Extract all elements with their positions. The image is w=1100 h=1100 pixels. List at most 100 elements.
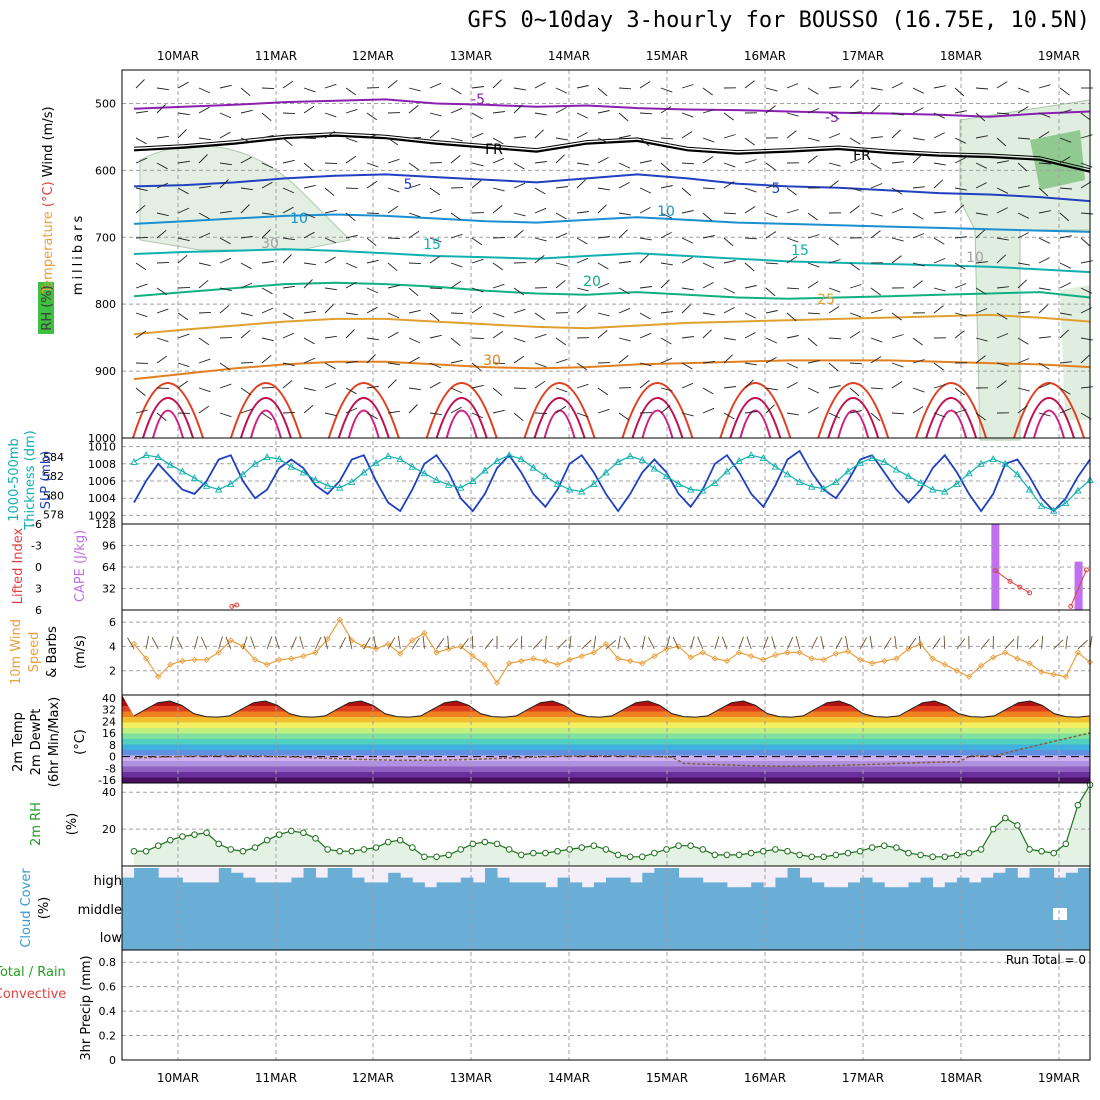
rh-point [626,853,634,861]
wind-barb [429,208,442,214]
wind-label-4: (m/s) [73,635,88,669]
wind-barb [219,412,232,418]
date-label-top: 19MAR [1038,49,1080,63]
wind-barb [324,304,334,314]
wind-barb [870,412,881,422]
date-label-top: 11MAR [255,49,297,63]
wind-barb [933,112,945,119]
high-cloud-bar [956,877,970,892]
wind-barb [366,237,377,247]
rh-point [251,844,259,851]
wind-barb [765,212,778,218]
surface-wind-barb [980,638,990,650]
wind-speed-point [953,667,961,674]
wind-barb [702,187,716,190]
wind-barb [345,312,358,316]
rh-point [1026,846,1033,853]
wind-barb [513,308,526,314]
high-cloud-bar [920,877,934,892]
wind-barb [807,337,818,347]
high-cloud-bar [291,877,304,892]
cloud-label: Cloud Cover [19,868,34,948]
surface-contour [1013,382,1085,439]
surface-contour [827,397,880,439]
thickness-point [892,465,901,473]
wind-barb [261,87,275,90]
high-cloud-bar [497,877,510,892]
wind-speed-point [941,661,948,668]
surface-wind-barb [387,637,396,650]
wind-barb [576,211,589,214]
thickness-point [553,479,562,487]
wind-barb [849,312,862,318]
wind-barb [324,382,337,389]
wind-barb [408,230,420,239]
thickness-point [263,453,271,461]
wind-barb [1059,361,1072,364]
thickness-point [711,478,719,486]
thickness-point [190,474,199,482]
wind-barb [870,104,881,114]
high-cloud-bar [642,872,655,892]
temp-label-1: 2m Temp [11,712,26,772]
pressure-tick: 500 [95,97,116,110]
wind-barb [429,255,441,264]
wind-barb [933,384,946,389]
wind-barb [324,187,335,197]
wind-barb [702,387,714,395]
thickness-tick: 578 [43,508,64,521]
rh-point [203,829,210,837]
wind-barb [282,285,295,289]
wind-barb [933,179,944,189]
wind-barb [618,307,631,314]
high-cloud-bar [908,882,921,892]
wind-barb [828,306,840,314]
wind-barb [366,180,378,189]
series-slp--mb- [133,449,1091,513]
temp-label-3: (6hr Min/Max) [47,697,62,787]
pressure-tick: 700 [95,231,116,244]
wind-barb [828,162,841,167]
wind-barb [828,385,841,389]
wind-barb [282,137,293,147]
wind-barb [240,187,253,191]
thickness-point [953,479,961,487]
wind-barb [618,212,631,216]
cape-tick: 128 [95,518,116,531]
wind-barb [345,360,358,364]
date-label-top: 10MAR [157,49,199,63]
wind-barb [1059,212,1070,222]
wind-barb [807,137,820,142]
wind-barb [954,157,966,164]
wind-barb [282,312,294,320]
temp-color-band [122,761,1090,767]
wind-barb [156,229,167,239]
wind-tick: 4 [109,640,116,653]
high-cloud-bar [460,877,474,892]
thickness-point [372,458,380,466]
wind-speed-point [542,657,549,665]
wind-barb [282,237,295,241]
rh-point [1050,849,1057,857]
wind-barb [219,237,231,245]
surface-wind-barb [1029,639,1039,650]
surface-wind-barb [648,637,655,650]
wind-barb [366,212,380,215]
wind-barb [177,112,190,116]
thickness-point [154,453,162,461]
wind-speed-point [1038,668,1045,676]
wind-barb [849,410,862,414]
temp-tick: -16 [98,774,116,787]
rh-point [808,853,815,861]
date-label-bottom: 14MAR [548,1071,590,1085]
wind-barb [345,87,357,96]
wind-barb [492,157,505,164]
surface-wind-barb [1065,635,1068,649]
panel-label-part: 1000-500mb [7,438,22,522]
wind-barb [1080,354,1091,364]
wind-barb [660,337,672,345]
wind-speed-point [796,649,803,656]
wind-barb [996,81,1008,89]
wind-barb [408,183,421,189]
wind-barb [660,185,673,189]
